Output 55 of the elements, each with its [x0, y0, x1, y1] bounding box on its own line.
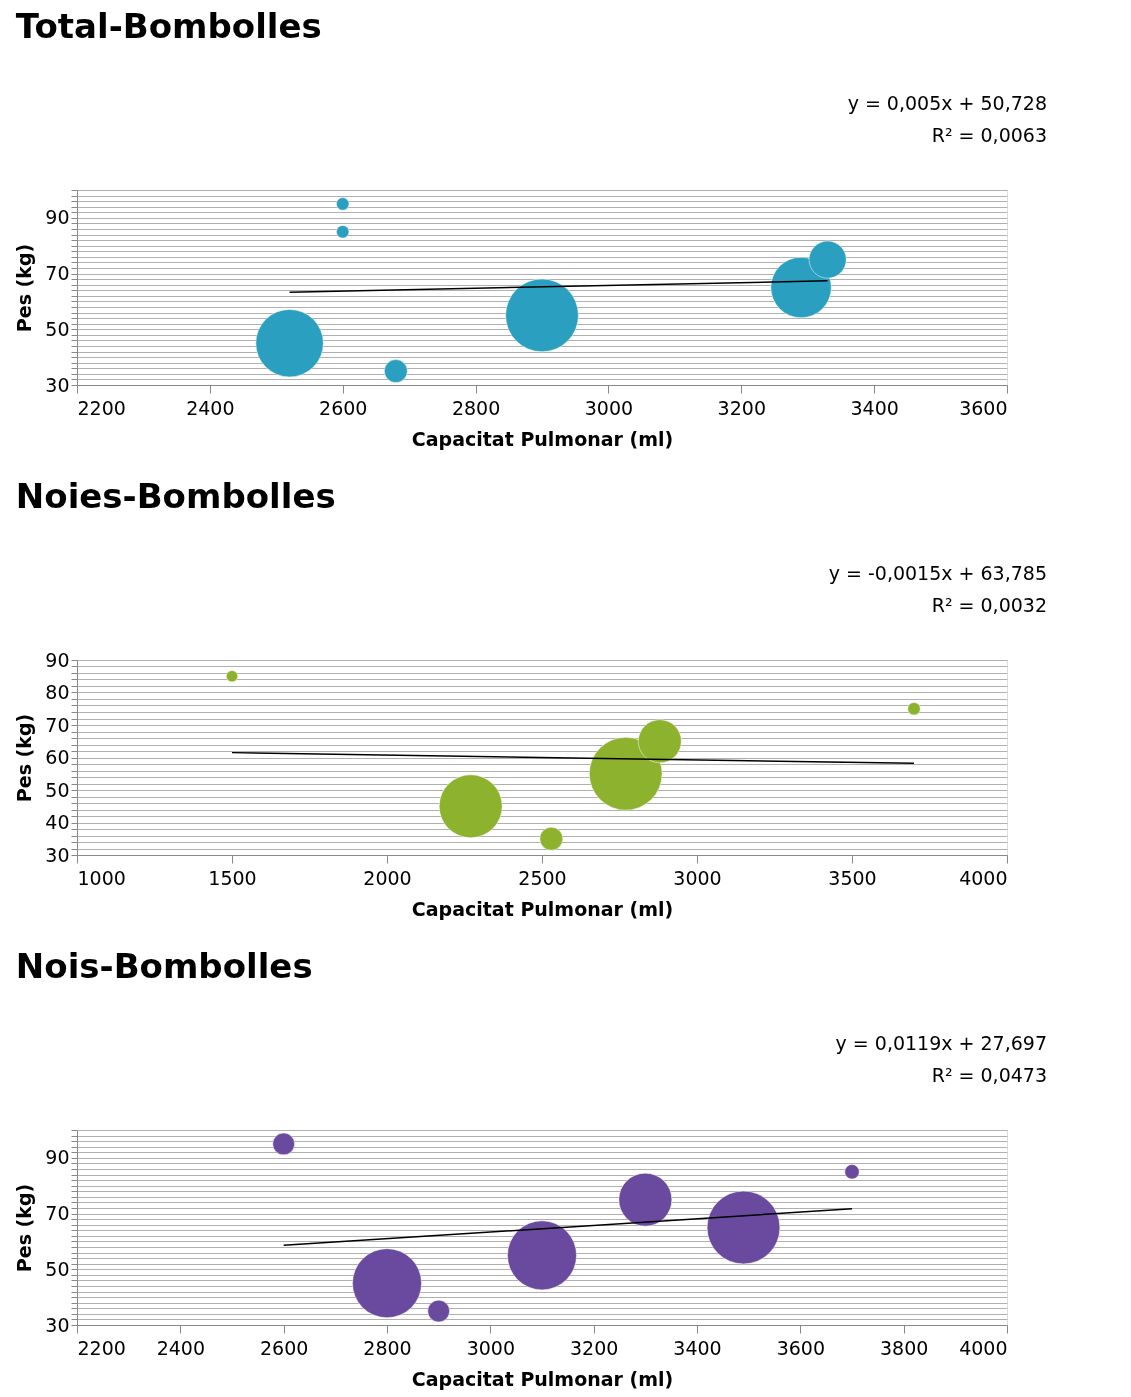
x-tick-label: 4000 [959, 1336, 1008, 1359]
x-tick-label: 2600 [259, 1336, 309, 1359]
x-tick-label: 3600 [776, 1336, 826, 1359]
x-tick-label: 2800 [451, 396, 501, 419]
y-tick-label: 50 [45, 317, 70, 340]
y-tick-label: 90 [45, 1146, 70, 1169]
y-tick-label: 70 [45, 713, 70, 736]
y-tick-label: 40 [45, 811, 70, 833]
y-tick-label: 60 [45, 746, 70, 768]
y-tick-label: 50 [45, 1257, 70, 1280]
x-tick-label: 2600 [319, 396, 368, 419]
y-tick-label: 30 [45, 373, 70, 396]
text: R² = 0,0473 [931, 1064, 1047, 1086]
x-tick-label: 3000 [584, 396, 634, 419]
x-tick-label: 3000 [673, 866, 722, 889]
x-tick-label: 2800 [363, 1336, 412, 1359]
x-tick-label: 3400 [850, 396, 899, 419]
y-tick-label: 70 [45, 262, 70, 285]
text: y = -0,0015x + 63,785 [828, 562, 1047, 584]
text: y = 0,005x + 50,728 [847, 92, 1047, 114]
y-tick-label: 30 [45, 843, 70, 866]
y-tick-label: 90 [45, 648, 70, 671]
x-tick-label: 2400 [186, 396, 235, 419]
x-tick-label: 3200 [569, 1336, 619, 1359]
text: R² = 0,0032 [931, 594, 1047, 616]
text: y = 0,0119x + 27,697 [835, 1032, 1047, 1054]
x-tick-label: 2200 [77, 396, 126, 419]
y-tick-label: 30 [45, 1313, 70, 1336]
y-axis-title: Pes (kg) [13, 713, 36, 803]
y-tick-label: 50 [45, 778, 70, 801]
x-tick-label: 3400 [673, 1336, 722, 1359]
x-tick-label: 3600 [959, 396, 1008, 419]
chart-title: Noies-Bombolles [15, 476, 336, 516]
y-tick-label: 90 [45, 206, 70, 229]
y-axis-title: Pes (kg) [13, 1183, 36, 1273]
x-tick-label: 2400 [156, 1336, 206, 1359]
chart-title: Total-Bombolles [15, 6, 322, 46]
x-tick-label: 2000 [363, 866, 412, 889]
x-tick-label: 1000 [77, 866, 126, 889]
x-axis-title: Capacitat Pulmonar (ml) [411, 897, 674, 920]
y-axis-title: Pes (kg) [13, 243, 36, 333]
y-tick-label: 70 [45, 1202, 70, 1225]
x-tick-label: 3000 [466, 1336, 516, 1359]
text: R² = 0,0063 [931, 124, 1047, 146]
x-axis-title: Capacitat Pulmonar (ml) [411, 427, 674, 450]
x-tick-label: 1500 [208, 866, 257, 889]
x-tick-label: 4000 [959, 866, 1008, 889]
x-axis-title: Capacitat Pulmonar (ml) [411, 1367, 674, 1390]
x-tick-label: 3200 [717, 396, 766, 419]
x-tick-label: 2200 [77, 1336, 126, 1359]
x-tick-label: 2500 [518, 866, 567, 889]
x-tick-label: 3800 [879, 1336, 929, 1359]
y-tick-label: 80 [45, 681, 70, 703]
x-tick-label: 3500 [828, 866, 877, 889]
chart-title: Nois-Bombolles [15, 946, 313, 986]
